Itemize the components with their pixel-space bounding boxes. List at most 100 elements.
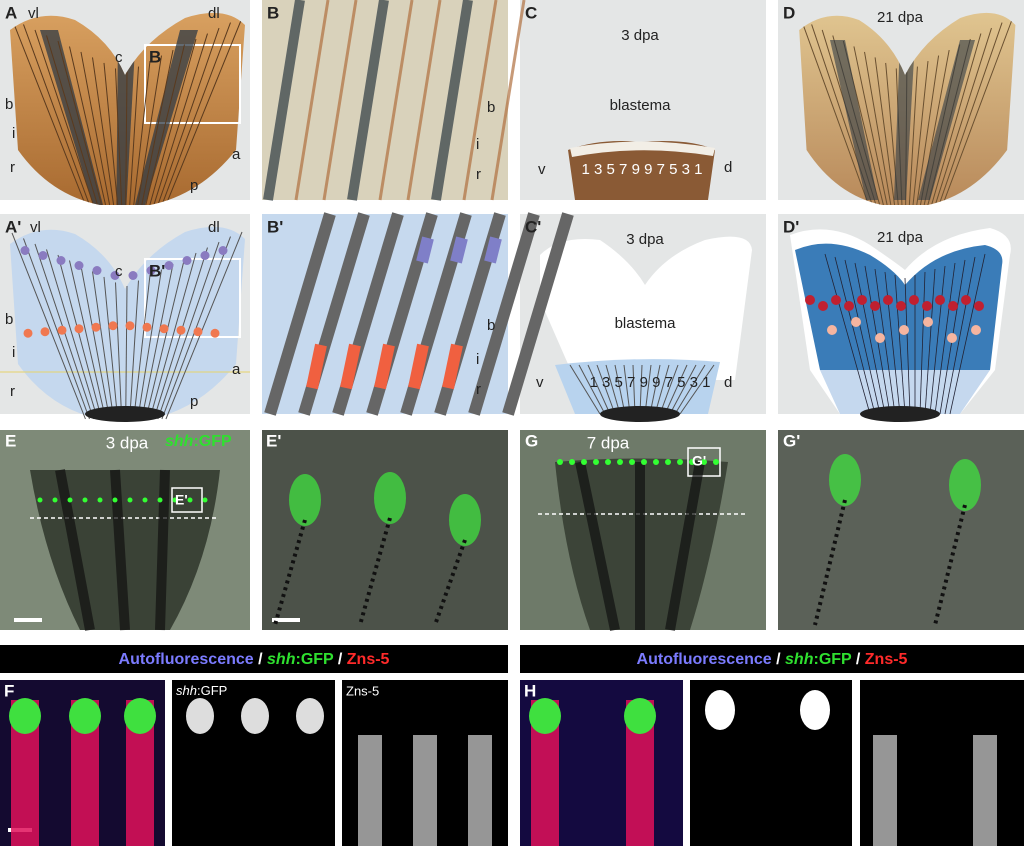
annotation: dl — [208, 5, 220, 22]
ray-dark — [110, 469, 130, 631]
fin-ray — [824, 253, 871, 415]
fin-ray — [679, 364, 715, 415]
zns5-gray — [873, 735, 897, 846]
fin-ray — [854, 262, 886, 415]
fin-ray — [133, 60, 151, 206]
gfp-signal — [829, 454, 861, 506]
fin-ray — [137, 269, 162, 420]
dot-purple — [164, 261, 174, 270]
inset-label: E' — [175, 492, 188, 508]
gfp-signal — [124, 698, 156, 734]
annotation: b — [5, 311, 13, 328]
panel-label: G — [525, 431, 538, 450]
dot-purple — [110, 271, 120, 280]
gfp-gray — [241, 698, 269, 734]
ray-dark — [665, 461, 705, 631]
gfp-signal — [529, 698, 561, 734]
fin-ray — [800, 18, 870, 206]
annotation: blastema — [615, 315, 677, 332]
dot-pink — [923, 317, 933, 327]
fin-ray — [145, 258, 185, 420]
dot-pink — [899, 325, 909, 335]
fin-ray — [659, 364, 679, 415]
fin-ray — [916, 55, 940, 206]
gfp-spot — [557, 459, 563, 465]
dot-red — [883, 295, 893, 305]
pigment-stripe — [918, 40, 975, 200]
ray-strand — [462, 0, 498, 201]
fin-ray — [853, 46, 888, 206]
dot-red — [870, 301, 880, 311]
channel: Autofluorescence — [637, 651, 772, 668]
annotation: d — [724, 159, 732, 176]
fin-ray — [34, 29, 94, 206]
dot-purple — [56, 256, 66, 265]
fin-ray — [69, 46, 107, 206]
gfp-gray — [705, 690, 735, 730]
annotation: b — [487, 99, 495, 116]
ray-dark — [575, 460, 620, 632]
fin-ray — [669, 364, 697, 415]
fin-ray — [834, 256, 876, 415]
panel-label: D' — [783, 217, 799, 236]
fin-ray — [649, 364, 661, 415]
dot-orange — [159, 324, 169, 334]
annotation: r — [10, 383, 15, 400]
dot-purple — [92, 266, 102, 275]
fin-ray — [161, 22, 231, 206]
gfp-signal — [374, 472, 406, 524]
fin-ray — [908, 66, 918, 206]
fin-ray — [141, 263, 174, 420]
fin-ray — [614, 364, 626, 415]
dot-purple — [38, 251, 48, 260]
annotation: v — [538, 161, 546, 178]
zns5-gray — [413, 735, 437, 846]
panel-label: A' — [5, 217, 21, 236]
gfp-spot — [605, 459, 611, 465]
fin-base — [860, 406, 940, 422]
dot-red — [844, 301, 854, 311]
dot-orange — [23, 328, 33, 338]
fin-ray — [864, 51, 892, 206]
gfp-spot — [629, 459, 635, 465]
fin-ray — [894, 274, 906, 415]
ray-strand — [431, 0, 473, 201]
fin-ray — [23, 238, 90, 420]
stage: 3 dpa — [626, 231, 664, 248]
dot-red — [922, 301, 932, 311]
panel-label: G' — [783, 431, 800, 450]
fin-ray — [874, 268, 896, 415]
dot-pink — [875, 333, 885, 343]
labels: A vl dl c B b i r p a B b i r C 3 dpa bl… — [4, 3, 924, 700]
gfp-signal — [289, 474, 321, 526]
gene: shh — [176, 683, 197, 698]
fin-ray — [137, 55, 162, 206]
reporter: shh:GFP — [165, 433, 232, 450]
pigment-stripe — [894, 40, 915, 200]
channel: :GFP — [813, 651, 852, 668]
annotation: a — [232, 361, 241, 378]
fin-ray — [934, 27, 992, 206]
separator: / — [258, 651, 263, 668]
gfp-signal — [449, 494, 481, 546]
fin-ray — [165, 231, 243, 420]
fin-ray — [115, 282, 123, 420]
dot-orange — [193, 327, 203, 337]
ray-strand — [490, 0, 526, 201]
inset-label: B — [149, 47, 161, 66]
channel: Autofluorescence — [119, 651, 254, 668]
channel-label: shh:GFP — [176, 683, 227, 698]
channel-header: Autofluorescence / shh:GFP / Zns-5 — [637, 651, 908, 668]
annotation: c — [115, 49, 123, 66]
ray-strand — [378, 0, 414, 201]
gfp-spot — [127, 497, 133, 503]
gfp-spot — [569, 459, 575, 465]
ray-numbers: 1 3 5 7 9 9 7 5 3 1 — [582, 161, 703, 178]
gfp-spot — [641, 459, 647, 465]
fin-rays — [11, 17, 243, 206]
fin-ray — [46, 249, 99, 420]
panel-label: F — [4, 681, 14, 700]
dot-orange — [40, 327, 50, 337]
dot-red — [896, 301, 906, 311]
